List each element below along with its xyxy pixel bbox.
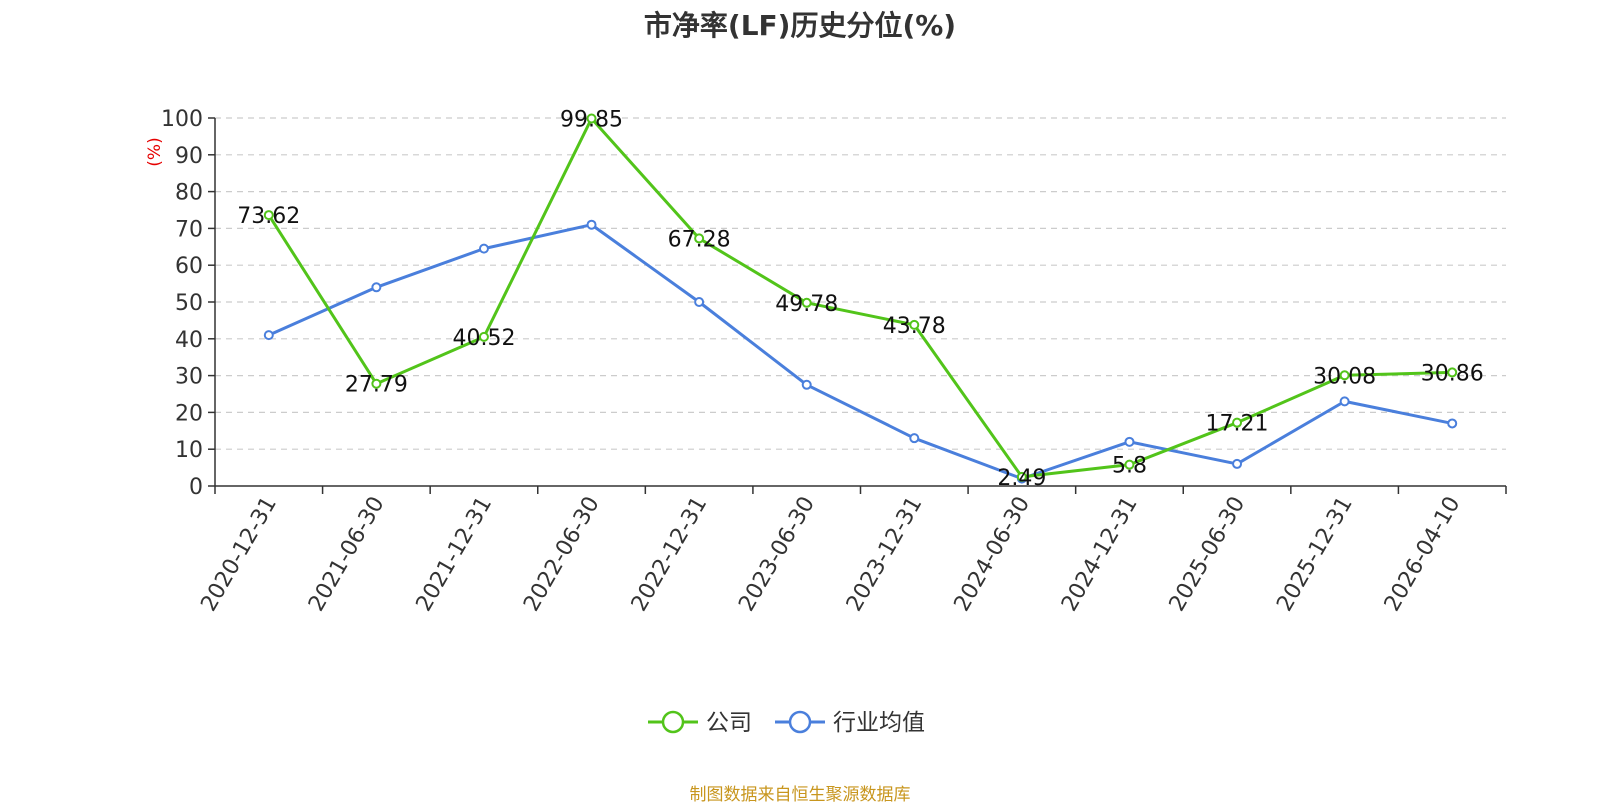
x-tick-label: 2020-12-31 (196, 493, 282, 616)
data-label: 67.28 (668, 227, 731, 252)
data-point (801, 379, 812, 390)
y-tick-label: 60 (175, 254, 203, 279)
data-label: 5.8 (1112, 454, 1147, 479)
x-tick-label: 2021-12-31 (412, 493, 498, 616)
data-point (1447, 418, 1458, 429)
x-tick-label: 2026-04-10 (1380, 493, 1466, 616)
legend-swatch-marker (788, 710, 812, 734)
data-point (478, 243, 489, 254)
y-tick-label: 90 (175, 144, 203, 169)
x-tick-label: 2023-06-30 (734, 493, 820, 616)
data-point (371, 282, 382, 293)
x-tick-label: 2024-12-31 (1057, 493, 1143, 616)
y-tick-label: 50 (175, 291, 203, 316)
y-tick-label: 0 (189, 475, 203, 500)
x-tick-label: 2022-12-31 (627, 493, 713, 616)
data-label: 27.79 (345, 373, 408, 398)
data-point (1339, 370, 1350, 381)
data-point (909, 319, 920, 330)
series-line-0 (267, 117, 1453, 479)
data-point (1447, 367, 1458, 378)
x-tick-label: 2024-06-30 (949, 493, 1035, 616)
data-label: 30.08 (1313, 364, 1376, 389)
legend: 公司 行业均值 (648, 710, 925, 736)
legend-swatch-marker (661, 710, 685, 734)
series-lines (263, 113, 1458, 484)
data-label: 99.85 (560, 108, 623, 133)
y-tick-label: 80 (175, 181, 203, 206)
x-tick-label: 2025-12-31 (1272, 493, 1358, 616)
legend-label[interactable]: 公司 (706, 710, 752, 736)
data-label: 49.78 (775, 292, 838, 317)
data-point (1124, 436, 1135, 447)
data-point (586, 113, 597, 124)
data-label: 30.86 (1421, 361, 1484, 386)
x-tick-label: 2023-12-31 (842, 493, 928, 616)
data-point (1232, 458, 1243, 469)
y-tick-label: 70 (175, 217, 203, 242)
data-point (909, 433, 920, 444)
y-tick-label: 100 (161, 107, 203, 132)
data-label: 43.78 (883, 314, 946, 339)
legend-label[interactable]: 行业均值 (833, 710, 925, 736)
y-tick-label: 30 (175, 365, 203, 390)
data-label: 2.49 (997, 466, 1046, 491)
y-tick-label: 20 (175, 401, 203, 426)
data-point (1124, 459, 1135, 470)
data-point (1339, 396, 1350, 407)
x-tick-label: 2022-06-30 (519, 493, 605, 616)
data-point (801, 297, 812, 308)
y-axis-label: (%) (145, 137, 165, 166)
grid-lines (215, 117, 1506, 450)
data-label: 73.62 (237, 204, 300, 229)
x-tick-label: 2021-06-30 (304, 493, 390, 616)
data-point (371, 378, 382, 389)
chart-title: 市净率(LF)历史分位(%) (643, 9, 957, 42)
source-footer: 制图数据来自恒生聚源数据库 (689, 785, 911, 805)
data-point (1232, 417, 1243, 428)
data-point (478, 331, 489, 342)
data-point (586, 219, 597, 230)
data-label: 40.52 (452, 326, 515, 351)
data-point (1016, 471, 1027, 482)
data-labels: 73.62 27.79 40.52 99.85 67.28 49.78 43.78 2.49 5… (237, 108, 1483, 491)
y-tick-label: 10 (175, 438, 203, 463)
series-line-1 (268, 223, 1453, 481)
data-point (694, 297, 705, 307)
data-point (263, 330, 274, 341)
axes: 0 10 20 30 40 50 60 70 80 90 100 (%) 2020-12-31 2021-… (145, 107, 1507, 616)
data-point (263, 210, 274, 221)
data-label: 17.21 (1206, 412, 1269, 437)
data-point (694, 233, 705, 244)
x-tick-label: 2025-06-30 (1165, 493, 1251, 616)
y-tick-label: 40 (175, 328, 203, 353)
